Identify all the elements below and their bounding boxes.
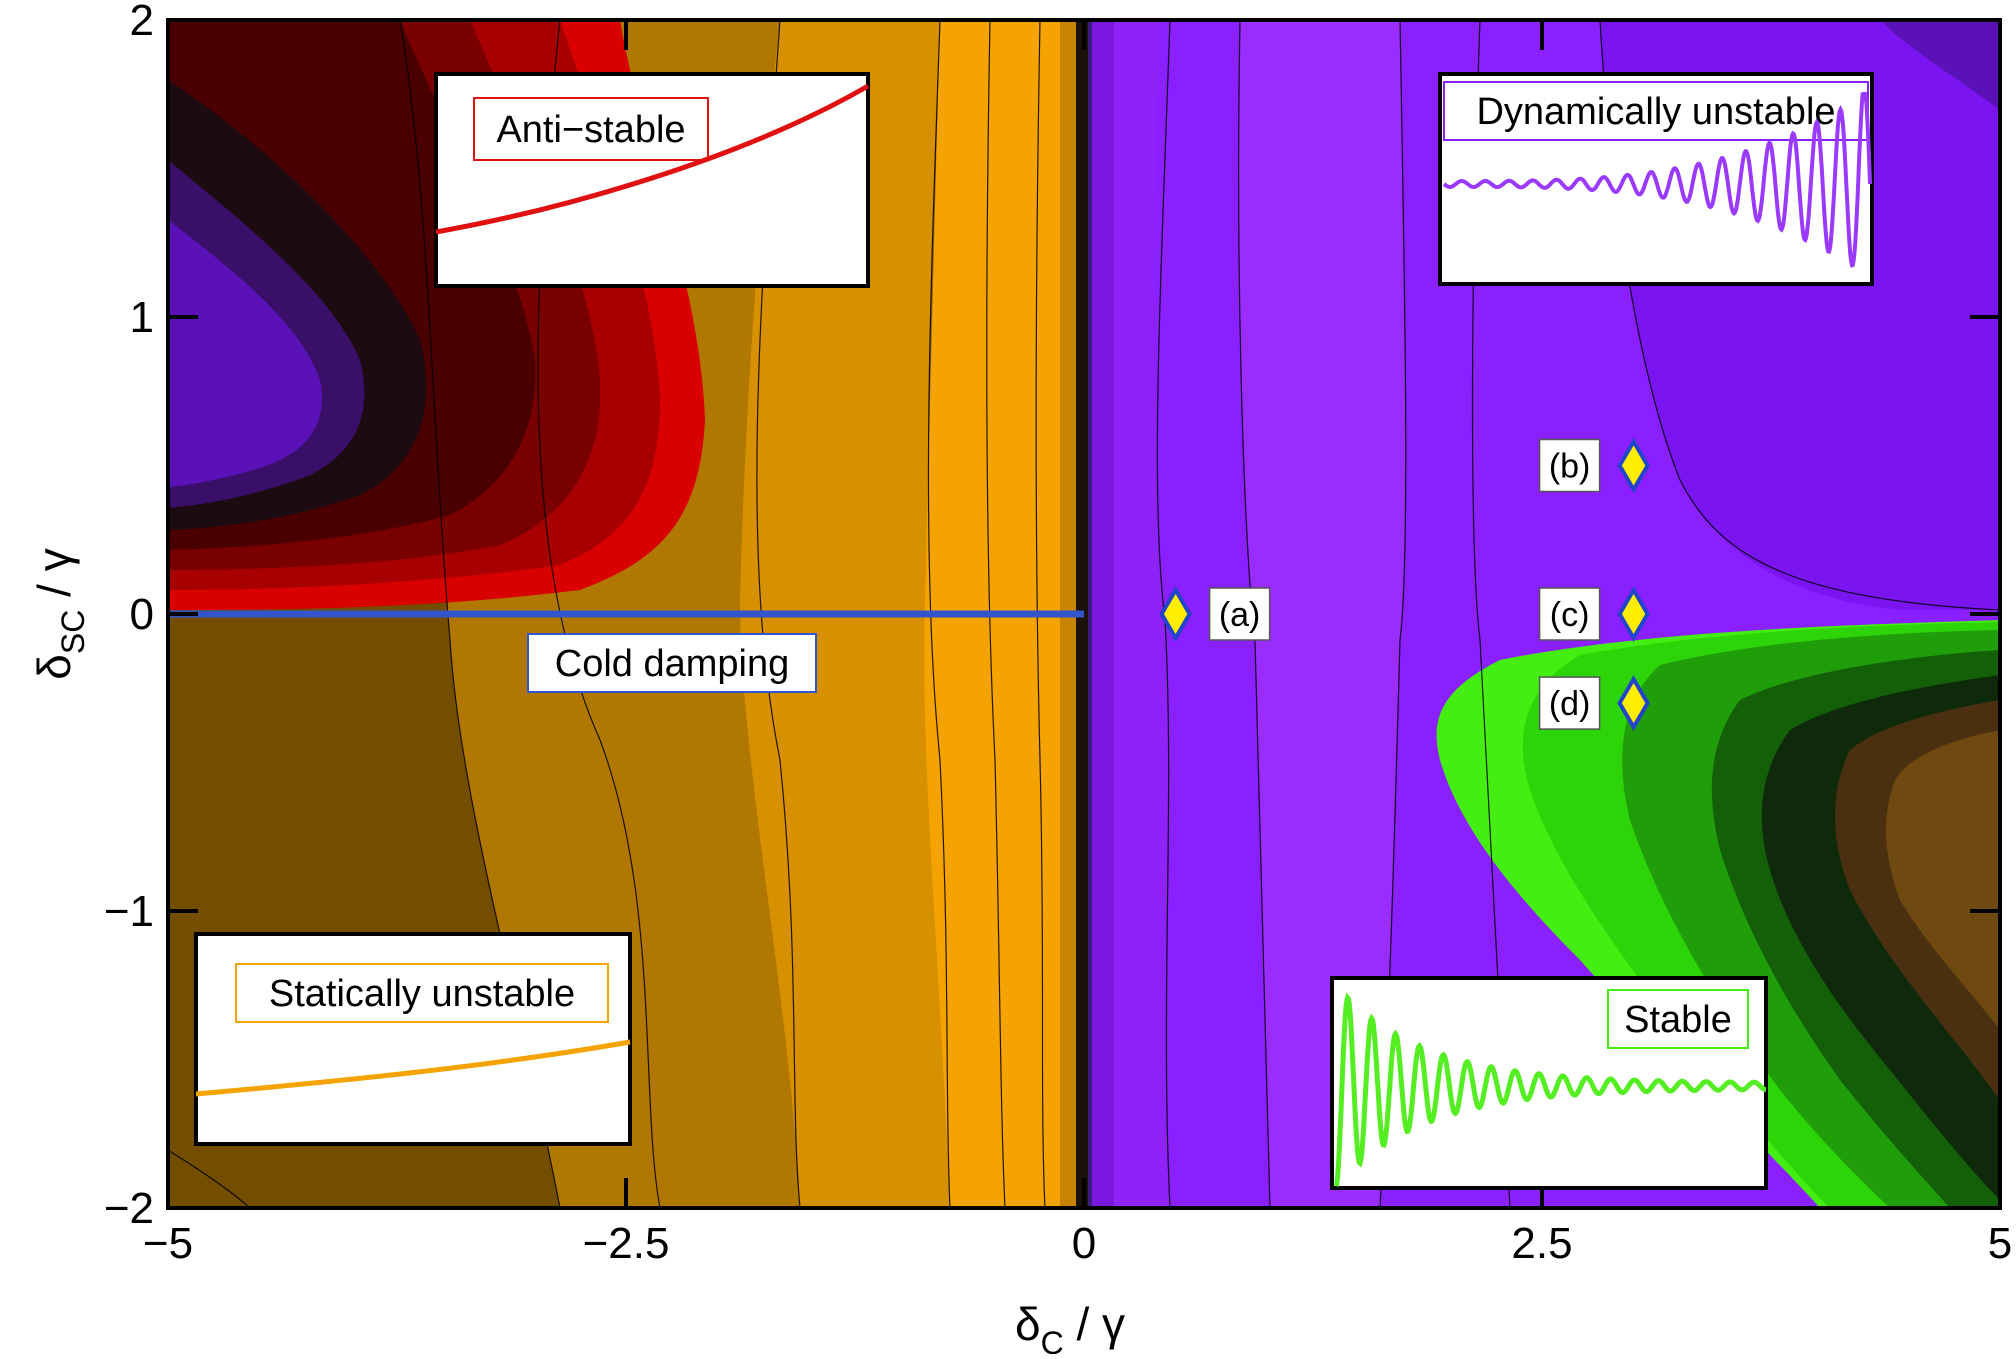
y-tick-label: −2: [104, 1184, 154, 1233]
marker-c: (c): [1538, 586, 1650, 642]
marker-label: (b): [1549, 448, 1591, 486]
x-tick-label: 2.5: [1511, 1219, 1572, 1268]
marker-label-box: [1538, 587, 1601, 641]
x-tick-label: 0: [1072, 1219, 1096, 1268]
y-tick-label: −1: [104, 887, 154, 936]
inset-stable-label: Stable: [1624, 999, 1732, 1041]
inset-dynamically-unstable: Dynamically unstable: [1438, 72, 1874, 286]
axis-tick-labels: −5 −2.5 0 2.5 5 −2 −1 0 1 2: [104, 0, 2012, 1268]
x-axis-label: δC / γ: [1015, 1298, 1125, 1354]
y-tick-label: 0: [130, 590, 154, 639]
marker-b: (b): [1538, 437, 1650, 494]
marker-label: (a): [1219, 596, 1261, 634]
inset-anti-stable: Anti−stable: [434, 72, 870, 288]
axis-ticks: [166, 18, 2002, 1210]
static-curve: [195, 1039, 631, 1097]
marker-d: (d): [1538, 675, 1650, 732]
marker-diamond: [1617, 586, 1650, 642]
marker-a: (a): [1159, 586, 1271, 642]
dynamic-curve: [1442, 92, 1872, 268]
marker-diamond: [1159, 586, 1192, 642]
y-tick-label: 2: [130, 0, 154, 45]
inset-static-label: Statically unstable: [269, 973, 575, 1015]
anti-stable-curve: [435, 83, 870, 235]
marker-label: (c): [1550, 596, 1590, 634]
svg-text:Cold damping: Cold damping: [555, 643, 789, 685]
y-tick-label: 1: [130, 293, 154, 342]
x-tick-label: −5: [143, 1219, 193, 1268]
y-axis-label: δSC / γ: [28, 548, 91, 679]
marker-layer: (a) (b) (c) (d): [1159, 437, 1650, 732]
inset-anti-stable-label: Anti−stable: [496, 109, 685, 151]
marker-label-box: [1538, 438, 1601, 493]
stable-curve: [1333, 992, 1767, 1187]
inset-dynamic-label: Dynamically unstable: [1476, 91, 1835, 133]
inset-statically-unstable: Statically unstable: [194, 932, 632, 1146]
x-tick-label: −2.5: [583, 1219, 670, 1268]
marker-diamond: [1617, 675, 1650, 732]
marker-label: (d): [1549, 685, 1591, 723]
marker-diamond: [1617, 437, 1650, 494]
marker-label-box: [1208, 587, 1271, 641]
marker-label-box: [1538, 676, 1601, 730]
inset-stable: Stable: [1330, 976, 1768, 1190]
x-tick-label: 5: [1988, 1219, 2012, 1268]
cold-damping-label: Cold damping: [527, 633, 817, 693]
